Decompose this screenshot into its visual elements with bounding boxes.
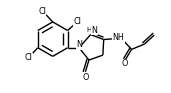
Text: H: H [87,27,92,33]
Text: Cl: Cl [38,7,46,16]
Text: N: N [76,40,82,49]
Text: Cl: Cl [25,53,33,62]
Text: O: O [82,73,89,82]
Text: N: N [91,25,97,35]
Text: Cl: Cl [74,17,81,26]
Text: NH: NH [113,33,124,42]
Text: O: O [122,59,128,68]
